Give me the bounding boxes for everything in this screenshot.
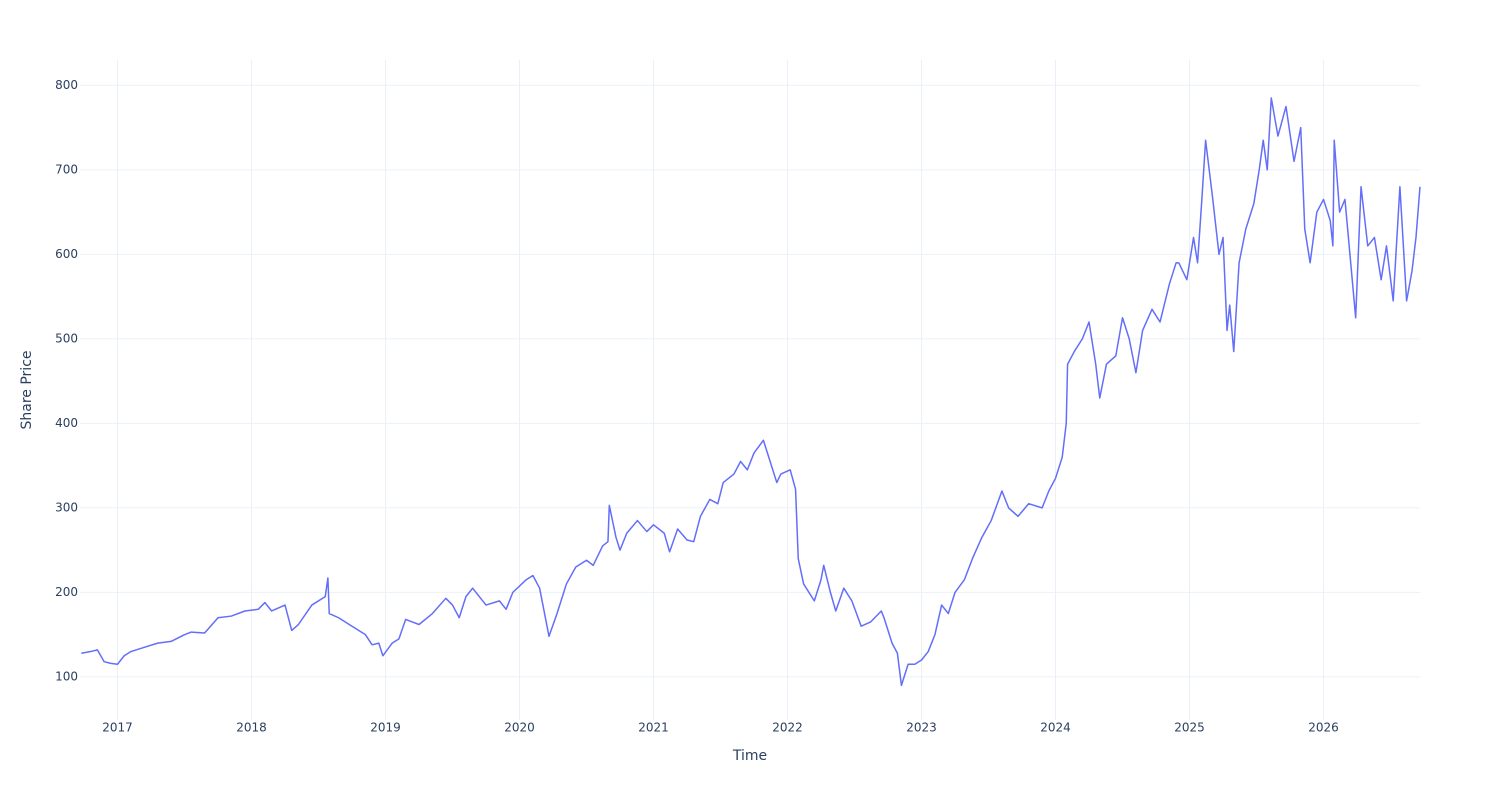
x-tick-label: 2023	[906, 721, 937, 735]
y-axis-title: Share Price	[19, 350, 35, 429]
x-axis-title: Time	[732, 748, 767, 764]
x-tick-label: 2026	[1308, 721, 1339, 735]
grid	[80, 60, 1420, 720]
x-tick-label: 2017	[102, 721, 133, 735]
x-tick-label: 2025	[1174, 721, 1205, 735]
y-tick-label: 500	[55, 331, 78, 345]
x-tick-label: 2019	[370, 721, 401, 735]
price-line	[81, 97, 1421, 687]
y-tick-label: 400	[55, 416, 78, 430]
x-tick-label: 2021	[638, 721, 669, 735]
y-tick-label: 100	[55, 669, 78, 683]
x-tick-label: 2018	[236, 721, 267, 735]
x-tick-label: 2020	[504, 721, 535, 735]
y-tick-label: 800	[55, 78, 78, 92]
plot-area	[81, 97, 1421, 687]
y-tick-label: 200	[55, 585, 78, 599]
y-tick-label: 600	[55, 247, 78, 261]
x-tick-label: 2022	[772, 721, 803, 735]
x-tick-label: 2024	[1040, 721, 1071, 735]
y-tick-label: 300	[55, 500, 78, 514]
y-tick-label: 700	[55, 162, 78, 176]
